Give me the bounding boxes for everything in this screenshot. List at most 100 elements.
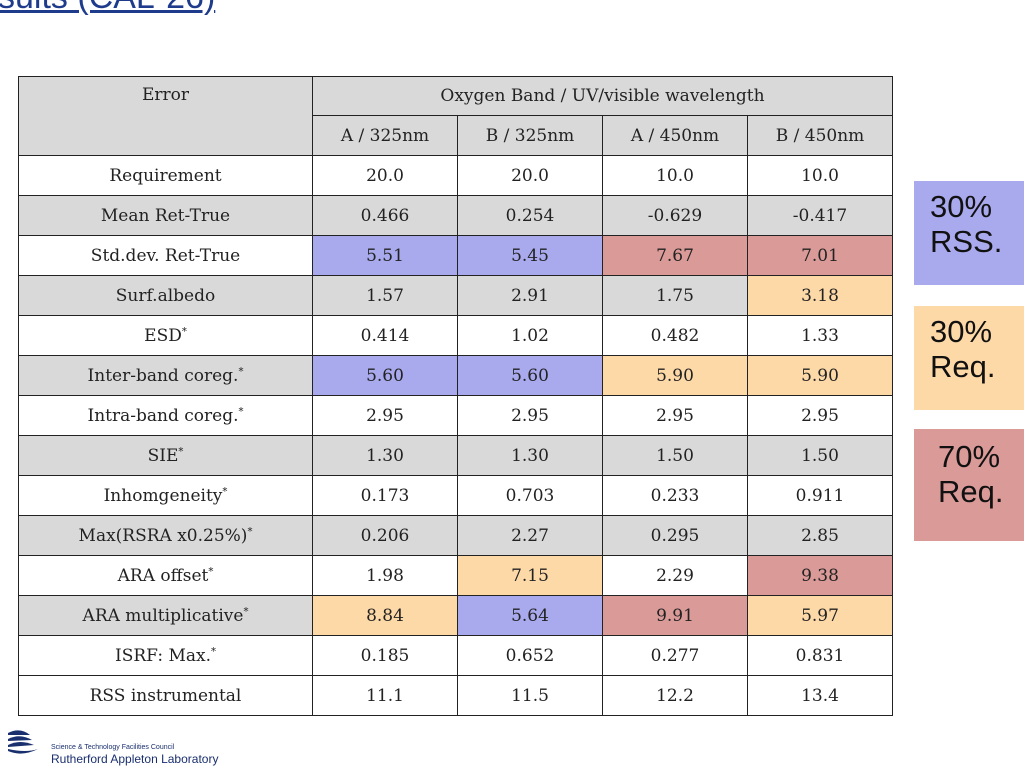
- table-cell: -0.629: [602, 195, 748, 236]
- table-cell: 0.466: [312, 195, 458, 236]
- table-cell: 2.95: [457, 395, 603, 436]
- table-cell: 1.30: [457, 435, 603, 476]
- col-header: A / 450nm: [602, 115, 748, 156]
- row-label: Requirement: [18, 155, 313, 196]
- table-cell: 12.2: [602, 675, 748, 716]
- row-label: Intra-band coreg.*: [18, 395, 313, 436]
- table-cell: 2.27: [457, 515, 603, 556]
- col-header: B / 325nm: [457, 115, 603, 156]
- table-cell: 11.1: [312, 675, 458, 716]
- table-row: ARA offset* 1.98 7.15 2.29 9.38: [18, 555, 893, 596]
- table-cell: 1.30: [312, 435, 458, 476]
- group-header: Oxygen Band / UV/visible wavelength: [312, 76, 893, 116]
- table-row: Mean Ret-True 0.466 0.254 -0.629 -0.417: [18, 195, 893, 236]
- table-cell: 0.414: [312, 315, 458, 356]
- table-cell: 5.45: [457, 235, 603, 276]
- row-label: RSS instrumental: [18, 675, 313, 716]
- table-row: SIE* 1.30 1.30 1.50 1.50: [18, 435, 893, 476]
- lab-name: Rutherford Appleton Laboratory: [51, 752, 219, 766]
- stfc-emblem-icon: [8, 730, 38, 754]
- col-header: A / 325nm: [312, 115, 458, 156]
- row-label: Max(RSRA x0.25%)*: [18, 515, 313, 556]
- row-label: Std.dev. Ret-True: [18, 235, 313, 276]
- table-cell: 2.95: [747, 395, 893, 436]
- table-cell: 1.33: [747, 315, 893, 356]
- table-cell: 5.90: [602, 355, 748, 396]
- table-cell: 1.57: [312, 275, 458, 316]
- table-cell: 5.60: [312, 355, 458, 396]
- table-cell: 2.91: [457, 275, 603, 316]
- table-row: RSS instrumental 11.1 11.5 12.2 13.4: [18, 675, 893, 716]
- table-cell: 1.02: [457, 315, 603, 356]
- legend-req30-line2: Req.: [930, 349, 996, 384]
- table-cell: 11.5: [457, 675, 603, 716]
- table-cell: 7.15: [457, 555, 603, 596]
- table-row: Inter-band coreg.* 5.60 5.60 5.90 5.90: [18, 355, 893, 396]
- legend-req70-line1: 70%: [938, 439, 1001, 474]
- table-cell: 5.64: [457, 595, 603, 636]
- table-cell: 20.0: [312, 155, 458, 196]
- row-label: ISRF: Max.*: [18, 635, 313, 676]
- table-row: ESD* 0.414 1.02 0.482 1.33: [18, 315, 893, 356]
- table-cell: 9.38: [747, 555, 893, 596]
- row-label: Mean Ret-True: [18, 195, 313, 236]
- row-label: SIE*: [18, 435, 313, 476]
- table-row: Surf.albedo 1.57 2.91 1.75 3.18: [18, 275, 893, 316]
- table-cell: 1.50: [747, 435, 893, 476]
- table-cell: 0.652: [457, 635, 603, 676]
- row-label: Inhomgeneity*: [18, 475, 313, 516]
- error-budget-table: Error Oxygen Band / UV/visible wavelengt…: [18, 76, 893, 716]
- row-label: ARA multiplicative*: [18, 595, 313, 636]
- legend-req30-line1: 30%: [930, 314, 993, 349]
- table-cell: 0.295: [602, 515, 748, 556]
- table-cell: 2.95: [312, 395, 458, 436]
- table-cell: 8.84: [312, 595, 458, 636]
- table-cell: 5.97: [747, 595, 893, 636]
- table-row: Std.dev. Ret-True 5.51 5.45 7.67 7.01: [18, 235, 893, 276]
- row-label: Inter-band coreg.*: [18, 355, 313, 396]
- table-cell: 0.703: [457, 475, 603, 516]
- table-cell: 10.0: [602, 155, 748, 196]
- table-cell: 5.60: [457, 355, 603, 396]
- table-cell: 0.277: [602, 635, 748, 676]
- table-cell: 2.85: [747, 515, 893, 556]
- table-cell: 1.98: [312, 555, 458, 596]
- table-cell: 2.95: [602, 395, 748, 436]
- stfc-logo: Science & Technology Facilities Council …: [6, 727, 266, 767]
- col-header: B / 450nm: [747, 115, 893, 156]
- table-cell: 9.91: [602, 595, 748, 636]
- legend-rss30: 30% RSS.: [914, 181, 1024, 285]
- row-label: ESD*: [18, 315, 313, 356]
- table-cell: -0.417: [747, 195, 893, 236]
- slide-title: sults (CAL-26): [0, 0, 215, 17]
- table-cell: 1.75: [602, 275, 748, 316]
- table-cell: 0.831: [747, 635, 893, 676]
- table-cell: 20.0: [457, 155, 603, 196]
- council-name: Science & Technology Facilities Council: [51, 744, 175, 751]
- table-cell: 2.29: [602, 555, 748, 596]
- legend-req30: 30% Req.: [914, 306, 1024, 410]
- table-cell: 0.185: [312, 635, 458, 676]
- table-cell: 1.50: [602, 435, 748, 476]
- table-row: ARA multiplicative* 8.84 5.64 9.91 5.97: [18, 595, 893, 636]
- table-cell: 0.173: [312, 475, 458, 516]
- table-cell: 5.51: [312, 235, 458, 276]
- table-row: Max(RSRA x0.25%)* 0.206 2.27 0.295 2.85: [18, 515, 893, 556]
- table-cell: 0.206: [312, 515, 458, 556]
- table-row: Requirement 20.0 20.0 10.0 10.0: [18, 155, 893, 196]
- table-cell: 5.90: [747, 355, 893, 396]
- legend-req70-line2: Req.: [938, 474, 1004, 509]
- row-label: Surf.albedo: [18, 275, 313, 316]
- table-cell: 7.01: [747, 235, 893, 276]
- table-cell: 0.233: [602, 475, 748, 516]
- table-row: Intra-band coreg.* 2.95 2.95 2.95 2.95: [18, 395, 893, 436]
- legend-rss30-line2: RSS.: [930, 224, 1003, 259]
- table-row: Inhomgeneity* 0.173 0.703 0.233 0.911: [18, 475, 893, 516]
- table-cell: 0.254: [457, 195, 603, 236]
- legend-rss30-line1: 30%: [930, 189, 993, 224]
- table-cell: 7.67: [602, 235, 748, 276]
- legend-req70: 70% Req.: [914, 429, 1024, 541]
- table-row: ISRF: Max.* 0.185 0.652 0.277 0.831: [18, 635, 893, 676]
- row-label: ARA offset*: [18, 555, 313, 596]
- table-cell: 13.4: [747, 675, 893, 716]
